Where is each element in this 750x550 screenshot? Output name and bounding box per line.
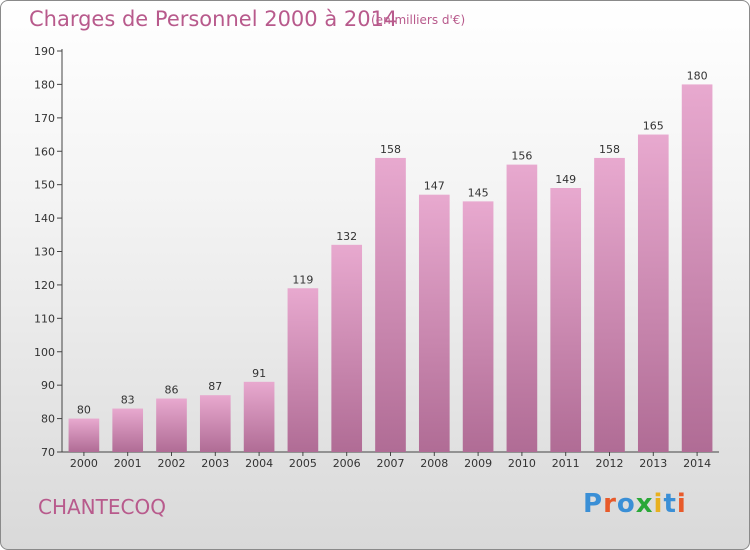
logo-letter: x xyxy=(635,489,654,519)
logo-letter: P xyxy=(583,489,604,519)
y-tick-label: 180 xyxy=(34,78,55,91)
commune-name: CHANTECOQ xyxy=(38,495,166,519)
bar xyxy=(199,395,231,452)
x-tick-label: 2013 xyxy=(639,457,667,470)
y-tick-label: 90 xyxy=(41,379,55,392)
bar xyxy=(637,134,669,452)
data-labels: 80 83 86 87 91 119 132 158 147 145 156 149 158 165 180 xyxy=(77,69,708,416)
y-tick-label: 80 xyxy=(41,413,55,426)
x-tick-label: 2008 xyxy=(420,457,448,470)
x-tick-label: 2003 xyxy=(201,457,229,470)
data-label: 149 xyxy=(555,173,576,186)
bar xyxy=(681,84,713,453)
y-tick-label: 160 xyxy=(34,145,55,158)
bars xyxy=(68,84,713,453)
data-label: 156 xyxy=(511,150,532,163)
logo-letter: i xyxy=(676,489,687,519)
x-tick-label: 2009 xyxy=(464,457,492,470)
bar xyxy=(506,164,538,452)
data-label: 180 xyxy=(687,69,708,82)
bar xyxy=(375,157,406,452)
data-label: 80 xyxy=(77,404,91,417)
bar xyxy=(243,381,275,452)
x-tick-label: 2010 xyxy=(508,457,536,470)
data-label: 165 xyxy=(643,120,664,133)
data-label: 83 xyxy=(121,394,135,407)
y-tick-label: 150 xyxy=(34,179,55,192)
x-tick-label: 2002 xyxy=(158,457,186,470)
logo-letter: t xyxy=(663,489,677,519)
bar xyxy=(287,288,319,452)
y-tick-label: 120 xyxy=(34,279,55,292)
y-tick-label: 110 xyxy=(34,312,55,325)
x-tick-label: 2012 xyxy=(596,457,624,470)
y-tick-label: 100 xyxy=(34,346,55,359)
x-tick-label: 2001 xyxy=(114,457,142,470)
bar xyxy=(462,201,494,452)
logo-letter: i xyxy=(653,489,664,519)
data-label: 86 xyxy=(165,384,179,397)
logo-letter: o xyxy=(616,489,636,519)
data-label: 91 xyxy=(252,367,266,380)
data-label: 119 xyxy=(292,273,313,286)
logo-letter: r xyxy=(603,489,617,519)
data-label: 145 xyxy=(468,186,489,199)
data-label: 158 xyxy=(599,143,620,156)
bar xyxy=(594,157,625,452)
bar xyxy=(112,408,144,452)
y-tick-label: 70 xyxy=(41,446,55,459)
x-tick-label: 2011 xyxy=(552,457,580,470)
x-tick-label: 2007 xyxy=(377,457,405,470)
x-tick-label: 2000 xyxy=(70,457,98,470)
data-label: 132 xyxy=(336,230,357,243)
bar xyxy=(550,188,582,452)
bar xyxy=(331,244,363,452)
y-tick-label: 140 xyxy=(34,212,55,225)
y-tick-label: 170 xyxy=(34,112,55,125)
bar xyxy=(68,418,100,452)
chart-title: Charges de Personnel 2000 à 2014 xyxy=(29,7,398,31)
x-tick-label: 2014 xyxy=(683,457,711,470)
bar xyxy=(156,398,187,452)
chart-subtitle: (en milliers d'€) xyxy=(371,13,466,27)
bar xyxy=(418,194,450,453)
x-tick-label: 2004 xyxy=(245,457,273,470)
y-tick-label: 130 xyxy=(34,246,55,259)
data-label: 158 xyxy=(380,143,401,156)
data-label: 147 xyxy=(424,180,445,193)
axes: 70 80 90 100 110 120 130 140 150 160 170 180 190 2000… xyxy=(34,45,719,470)
y-tick-label: 190 xyxy=(34,45,55,58)
proxiti-logo: Proxiti xyxy=(583,489,687,519)
x-tick-label: 2005 xyxy=(289,457,317,470)
data-label: 87 xyxy=(208,380,222,393)
x-tick-label: 2006 xyxy=(333,457,361,470)
